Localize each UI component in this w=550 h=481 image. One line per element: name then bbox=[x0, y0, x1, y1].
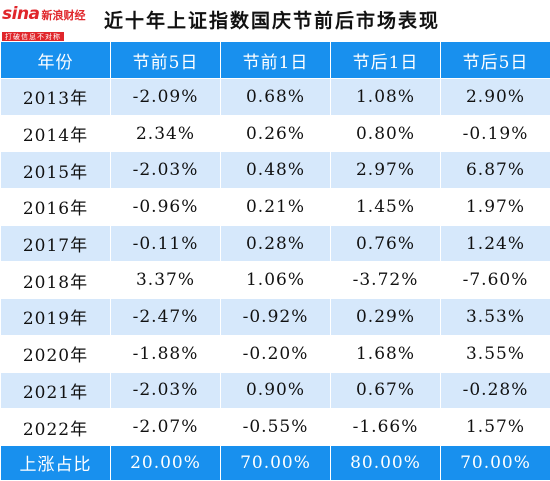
cell-value: -0.19% bbox=[441, 115, 550, 152]
market-performance-table: 年份 节前5日 节前1日 节后1日 节后5日 2013年 -2.09% 0.68… bbox=[0, 41, 550, 481]
table-header-row: 年份 节前5日 节前1日 节后1日 节后5日 bbox=[1, 42, 550, 79]
table-row: 2020年 -1.88% -0.20% 1.68% 3.55% bbox=[1, 335, 550, 372]
sina-finance-logo: sina 新浪财经 打破信息不对称 bbox=[2, 4, 94, 37]
column-header-pre1: 节前1日 bbox=[221, 42, 331, 79]
cell-value: 3.53% bbox=[441, 299, 550, 336]
footer-value: 70.00% bbox=[221, 445, 331, 480]
cell-year: 2020年 bbox=[1, 335, 111, 372]
cell-value: 0.80% bbox=[331, 115, 441, 152]
table-row: 2018年 3.37% 1.06% -3.72% -7.60% bbox=[1, 262, 550, 299]
cell-value: -2.03% bbox=[111, 152, 221, 189]
cell-value: -0.20% bbox=[221, 335, 331, 372]
table-row: 2015年 -2.03% 0.48% 2.97% 6.87% bbox=[1, 152, 550, 189]
footer-value: 80.00% bbox=[331, 445, 441, 480]
cell-value: -2.03% bbox=[111, 372, 221, 409]
cell-year: 2019年 bbox=[1, 299, 111, 336]
page-header: sina 新浪财经 打破信息不对称 近十年上证指数国庆节前后市场表现 bbox=[0, 0, 550, 41]
cell-value: 2.97% bbox=[331, 152, 441, 189]
cell-value: 1.24% bbox=[441, 225, 550, 262]
table-row: 2013年 -2.09% 0.68% 1.08% 2.90% bbox=[1, 79, 550, 116]
cell-value: -0.11% bbox=[111, 225, 221, 262]
cell-value: -0.96% bbox=[111, 189, 221, 226]
cell-value: 0.90% bbox=[221, 372, 331, 409]
table-row: 2016年 -0.96% 0.21% 1.45% 1.97% bbox=[1, 189, 550, 226]
cell-value: 0.67% bbox=[331, 372, 441, 409]
footer-value: 70.00% bbox=[441, 445, 550, 480]
cell-value: -0.55% bbox=[221, 409, 331, 446]
cell-value: -2.09% bbox=[111, 79, 221, 116]
cell-value: 0.28% bbox=[221, 225, 331, 262]
cell-year: 2021年 bbox=[1, 372, 111, 409]
cell-value: -0.28% bbox=[441, 372, 550, 409]
footer-value: 20.00% bbox=[111, 445, 221, 480]
table-row: 2022年 -2.07% -0.55% -1.66% 1.57% bbox=[1, 409, 550, 446]
cell-value: -2.47% bbox=[111, 299, 221, 336]
cell-year: 2014年 bbox=[1, 115, 111, 152]
cell-value: 3.55% bbox=[441, 335, 550, 372]
cell-value: 2.34% bbox=[111, 115, 221, 152]
cell-year: 2018年 bbox=[1, 262, 111, 299]
cell-value: 1.68% bbox=[331, 335, 441, 372]
cell-value: -1.66% bbox=[331, 409, 441, 446]
cell-value: -7.60% bbox=[441, 262, 550, 299]
column-header-year: 年份 bbox=[1, 42, 111, 79]
cell-value: 1.97% bbox=[441, 189, 550, 226]
cell-value: 0.48% bbox=[221, 152, 331, 189]
cell-value: 1.45% bbox=[331, 189, 441, 226]
cell-value: 1.08% bbox=[331, 79, 441, 116]
page-title: 近十年上证指数国庆节前后市场表现 bbox=[104, 6, 440, 33]
cell-value: -2.07% bbox=[111, 409, 221, 446]
table-row: 2021年 -2.03% 0.90% 0.67% -0.28% bbox=[1, 372, 550, 409]
table-row: 2017年 -0.11% 0.28% 0.76% 1.24% bbox=[1, 225, 550, 262]
cell-value: 0.26% bbox=[221, 115, 331, 152]
cell-value: 3.37% bbox=[111, 262, 221, 299]
logo-name: 新浪财经 bbox=[42, 7, 86, 23]
table-row: 2014年 2.34% 0.26% 0.80% -0.19% bbox=[1, 115, 550, 152]
logo-brand: sina bbox=[2, 4, 40, 24]
cell-value: 0.68% bbox=[221, 79, 331, 116]
cell-value: -0.92% bbox=[221, 299, 331, 336]
cell-value: 0.76% bbox=[331, 225, 441, 262]
table-row: 2019年 -2.47% -0.92% 0.29% 3.53% bbox=[1, 299, 550, 336]
cell-value: 2.90% bbox=[441, 79, 550, 116]
cell-year: 2015年 bbox=[1, 152, 111, 189]
cell-value: 1.06% bbox=[221, 262, 331, 299]
cell-value: 0.21% bbox=[221, 189, 331, 226]
cell-year: 2016年 bbox=[1, 189, 111, 226]
cell-value: 0.29% bbox=[331, 299, 441, 336]
table-footer-row: 上涨占比 20.00% 70.00% 80.00% 70.00% bbox=[1, 445, 550, 480]
cell-year: 2013年 bbox=[1, 79, 111, 116]
column-header-post1: 节后1日 bbox=[331, 42, 441, 79]
cell-year: 2017年 bbox=[1, 225, 111, 262]
cell-value: 6.87% bbox=[441, 152, 550, 189]
cell-value: -1.88% bbox=[111, 335, 221, 372]
cell-value: 1.57% bbox=[441, 409, 550, 446]
column-header-pre5: 节前5日 bbox=[111, 42, 221, 79]
cell-value: -3.72% bbox=[331, 262, 441, 299]
footer-label: 上涨占比 bbox=[1, 445, 111, 480]
column-header-post5: 节后5日 bbox=[441, 42, 550, 79]
cell-year: 2022年 bbox=[1, 409, 111, 446]
